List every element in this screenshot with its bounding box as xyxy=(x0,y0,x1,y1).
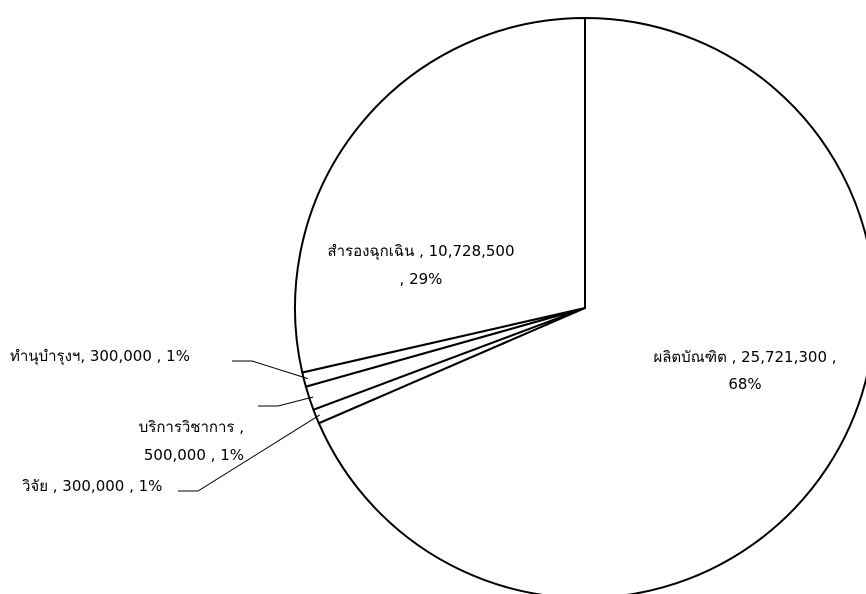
slice-label: วิจัย , 300,000 , 1% xyxy=(21,477,162,495)
leader-lines xyxy=(178,360,321,492)
pie-slice xyxy=(317,17,866,594)
slice-label-line: สำรองฉุกเฉิน , 10,728,500 xyxy=(327,242,514,261)
slices-layer xyxy=(294,17,866,594)
leader-line xyxy=(178,414,321,492)
slice-label: ผลิตบัณฑิต , 25,721,300 , 68% xyxy=(653,348,836,393)
slice-label-line: วิจัย , 300,000 , 1% xyxy=(21,477,162,495)
slice-label-line: , 29% xyxy=(400,270,443,288)
leader-line xyxy=(232,360,309,380)
slice-label-line: 500,000 , 1% xyxy=(144,446,244,464)
pie-slice xyxy=(294,17,586,374)
slice-labels: ผลิตบัณฑิต , 25,721,300 , 68% วิจัย , 300,… xyxy=(10,242,837,495)
leader-line xyxy=(258,396,314,407)
slice-label-line: บริการวิชาการ , xyxy=(139,418,244,436)
slice-label: บริการวิชาการ , 500,000 , 1% xyxy=(139,418,244,464)
slice-label: สำรองฉุกเฉิน , 10,728,500 , 29% xyxy=(327,242,514,288)
slice-label-line: ผลิตบัณฑิต , 25,721,300 , xyxy=(653,348,836,366)
slice-label-line: 68% xyxy=(728,375,761,393)
slice-label: ทำนุบำรุงฯ, 300,000 , 1% xyxy=(10,347,190,366)
slice-label-line: ทำนุบำรุงฯ, 300,000 , 1% xyxy=(10,347,190,366)
